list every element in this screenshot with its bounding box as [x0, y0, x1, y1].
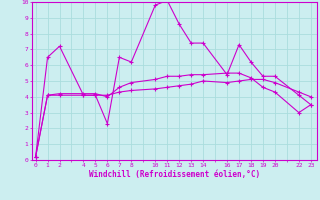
X-axis label: Windchill (Refroidissement éolien,°C): Windchill (Refroidissement éolien,°C) — [89, 170, 260, 179]
